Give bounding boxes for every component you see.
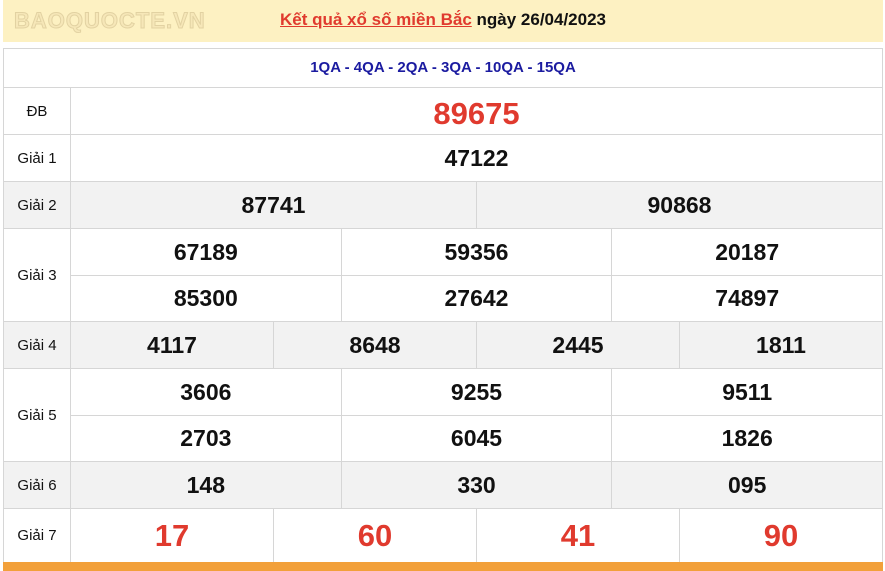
prize-number: 4117 bbox=[147, 331, 197, 358]
prize-label: Giải 5 bbox=[4, 369, 71, 461]
prize-row-g5: Giải 5 3606 9255 9511 2703 6045 1826 bbox=[4, 369, 882, 462]
prize-number: 8648 bbox=[273, 322, 476, 368]
prize-number: 1826 bbox=[611, 416, 882, 461]
prize-number: 27642 bbox=[340, 276, 612, 321]
prize-label: Giải 2 bbox=[4, 182, 71, 228]
prize-number: 90868 bbox=[476, 182, 882, 228]
prize-label: ĐB bbox=[4, 88, 71, 134]
prize-label: Giải 1 bbox=[4, 135, 71, 181]
prize-row-g4: Giải 4 4117 8648 2445 1811 bbox=[4, 322, 882, 369]
prize-number: 2703 bbox=[180, 425, 232, 451]
ticket-codes: 1QA - 4QA - 2QA - 3QA - 10QA - 15QA bbox=[4, 49, 882, 88]
prize-number: 9255 bbox=[340, 369, 612, 415]
prize-number: 47122 bbox=[444, 144, 509, 171]
header-date: ngày 26/04/2023 bbox=[471, 10, 607, 29]
prize-row-g3: Giải 3 67189 59356 20187 85300 27642 748… bbox=[4, 229, 882, 322]
prize-number: 3606 bbox=[180, 378, 232, 405]
results-table: 1QA - 4QA - 2QA - 3QA - 10QA - 15QA ĐB 8… bbox=[3, 48, 883, 563]
prize-number: 59356 bbox=[340, 229, 612, 275]
prize-row-db: ĐB 89675 bbox=[4, 88, 882, 135]
prize-number: 17 bbox=[154, 517, 190, 553]
prize-number: 1811 bbox=[679, 322, 882, 368]
prize-number: 095 bbox=[611, 462, 882, 508]
prize-number: 90 bbox=[679, 509, 882, 562]
prize-number: 330 bbox=[340, 462, 612, 508]
prize-label: Giải 3 bbox=[4, 229, 71, 321]
watermark: BAOQUOCTE.VN bbox=[14, 8, 206, 34]
prize-number: 74897 bbox=[611, 276, 882, 321]
prize-number: 9511 bbox=[611, 369, 882, 415]
prize-label: Giải 6 bbox=[4, 462, 71, 508]
prize-number: 85300 bbox=[173, 285, 238, 311]
page-header: Kết quả xổ số miền Bắc ngày 26/04/2023 bbox=[3, 0, 883, 42]
footer-bar bbox=[3, 562, 883, 571]
prize-number: 148 bbox=[186, 471, 226, 498]
prize-number: 6045 bbox=[340, 416, 612, 461]
prize-number: 60 bbox=[273, 509, 476, 562]
prize-number: 41 bbox=[476, 509, 679, 562]
prize-number: 67189 bbox=[173, 238, 238, 265]
prize-label: Giải 7 bbox=[4, 509, 71, 562]
prize-number: 20187 bbox=[611, 229, 882, 275]
prize-label: Giải 4 bbox=[4, 322, 71, 368]
prize-row-g6: Giải 6 148 330 095 bbox=[4, 462, 882, 509]
prize-row-g1: Giải 1 47122 bbox=[4, 135, 882, 182]
prize-number: 89675 bbox=[433, 96, 520, 131]
prize-number: 2445 bbox=[476, 322, 679, 368]
prize-row-g7: Giải 7 17 60 41 90 bbox=[4, 509, 882, 562]
results-link[interactable]: Kết quả xổ số miền Bắc bbox=[280, 10, 472, 29]
prize-row-g2: Giải 2 87741 90868 bbox=[4, 182, 882, 229]
prize-number: 87741 bbox=[241, 191, 306, 218]
